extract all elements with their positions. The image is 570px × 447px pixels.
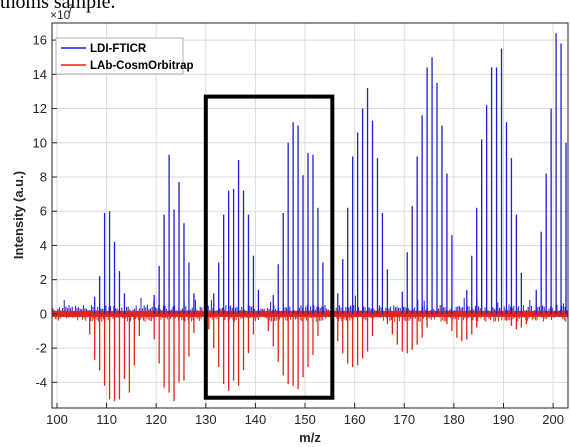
x-tick-label: 140 xyxy=(245,412,267,427)
x-tick-label: 120 xyxy=(145,412,167,427)
y-tick-label: 10 xyxy=(33,135,47,150)
x-tick-label: 190 xyxy=(493,412,515,427)
legend-box xyxy=(55,37,184,75)
y-exponent-base: ×10 xyxy=(50,8,71,22)
y-tick-label: 16 xyxy=(33,33,47,48)
y-tick-label: 14 xyxy=(33,67,47,82)
y-tick-label: 12 xyxy=(33,101,47,116)
x-tick-label: 180 xyxy=(443,412,465,427)
caption-fragment: thoms sample. xyxy=(0,0,116,13)
baseline-band xyxy=(52,310,568,317)
grid xyxy=(52,23,568,408)
y-tick-label: 8 xyxy=(40,170,47,185)
legend-label-lab-cosmorbitrap: LAb-CosmOrbitrap xyxy=(90,60,194,72)
x-tick-label: 150 xyxy=(294,412,316,427)
legend: LDI-FTICR LAb-CosmOrbitrap xyxy=(55,37,194,75)
x-tick-label: 170 xyxy=(393,412,415,427)
x-tick-label: 100 xyxy=(46,412,68,427)
series-layer xyxy=(89,33,567,402)
legend-label-ldi-fticr: LDI-FTICR xyxy=(90,43,147,55)
series-lab-cosmorbitrap xyxy=(89,313,527,402)
x-tick-label: 110 xyxy=(96,412,117,427)
y-exponent-power: 7 xyxy=(67,2,74,16)
plot-frame xyxy=(51,22,569,409)
x-axis-label: m/z xyxy=(299,430,321,445)
highlight-box xyxy=(203,94,335,400)
y-tick-label: 6 xyxy=(40,204,47,219)
x-tick-label: 200 xyxy=(542,412,564,427)
x-tick-label: 160 xyxy=(344,412,366,427)
series-ldi-fticr xyxy=(94,33,567,314)
x-tick-label: 130 xyxy=(195,412,217,427)
y-axis-label: Intensity (a.u.) xyxy=(11,171,26,259)
y-tick-label: -2 xyxy=(35,341,47,356)
y-tick-label: 2 xyxy=(40,272,47,287)
y-tick-label: 4 xyxy=(40,238,47,253)
y-tick-label: 0 xyxy=(40,306,47,321)
axes: 100 110 120 130 140 150 160 170 180 190 200 -4 -2 0 2 4… xyxy=(33,33,564,427)
y-tick-label: -4 xyxy=(35,375,47,390)
